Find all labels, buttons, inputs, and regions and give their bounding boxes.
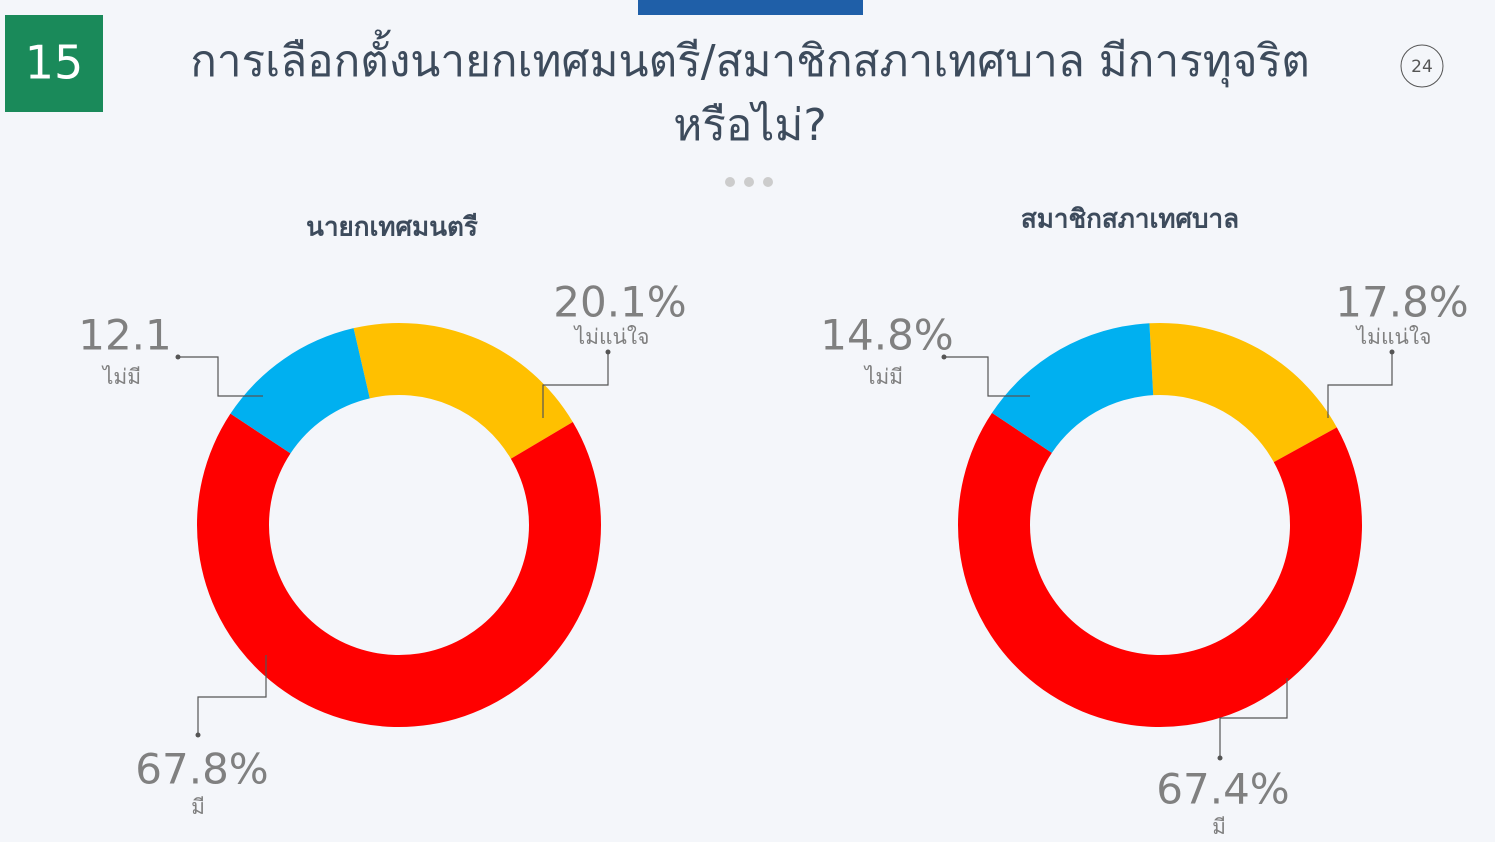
category-label: ไม่มี [101,365,141,389]
top-bar [638,0,863,15]
donut-segment [353,323,573,459]
donut-segment [958,412,1362,728]
data-label: 67.4% [1156,765,1289,814]
donut-segment [1149,322,1337,463]
leader-line [178,356,263,397]
chart-title: สมาชิกสภาเทศบาล [1021,205,1239,235]
data-label: 17.8% [1335,278,1468,327]
donut-segment [991,323,1154,453]
category-label: ไม่มี [863,365,903,389]
leader-dot [175,354,181,360]
slide-title: การเลือกตั้งนายกเทศมนตรี/สมาชิกสภาเทศบาล… [190,36,1310,151]
page-circle [1400,44,1444,88]
leader-dot [605,349,611,355]
leader-dot [1217,755,1223,761]
data-label: 12.1 [78,311,172,360]
data-label: 20.1% [553,278,686,327]
data-label: 14.8% [820,311,953,360]
category-label: มี [1212,815,1226,839]
leader-line [1219,678,1288,758]
chart-title: นายกเทศมนตรี [306,213,478,243]
dot [744,177,754,187]
leader-dot [941,354,947,360]
data-label: 67.8% [135,745,268,794]
category-label: ไม่แน่ใจ [573,325,650,349]
slide-number: 15 [25,36,84,90]
category-label: ไม่แน่ใจ [1355,325,1432,349]
leader-line [542,352,609,418]
leader-line [1327,352,1393,418]
category-label: มี [191,795,205,819]
leader-dot [195,732,201,738]
donut-segment [196,413,601,727]
dot [725,177,735,187]
donut-segment [230,328,370,454]
slide-number-box [5,15,103,112]
dot [763,177,773,187]
leader-dot [1389,349,1395,355]
leader-line [944,356,1030,397]
page-number: 24 [1411,57,1433,77]
leader-line [197,655,267,735]
